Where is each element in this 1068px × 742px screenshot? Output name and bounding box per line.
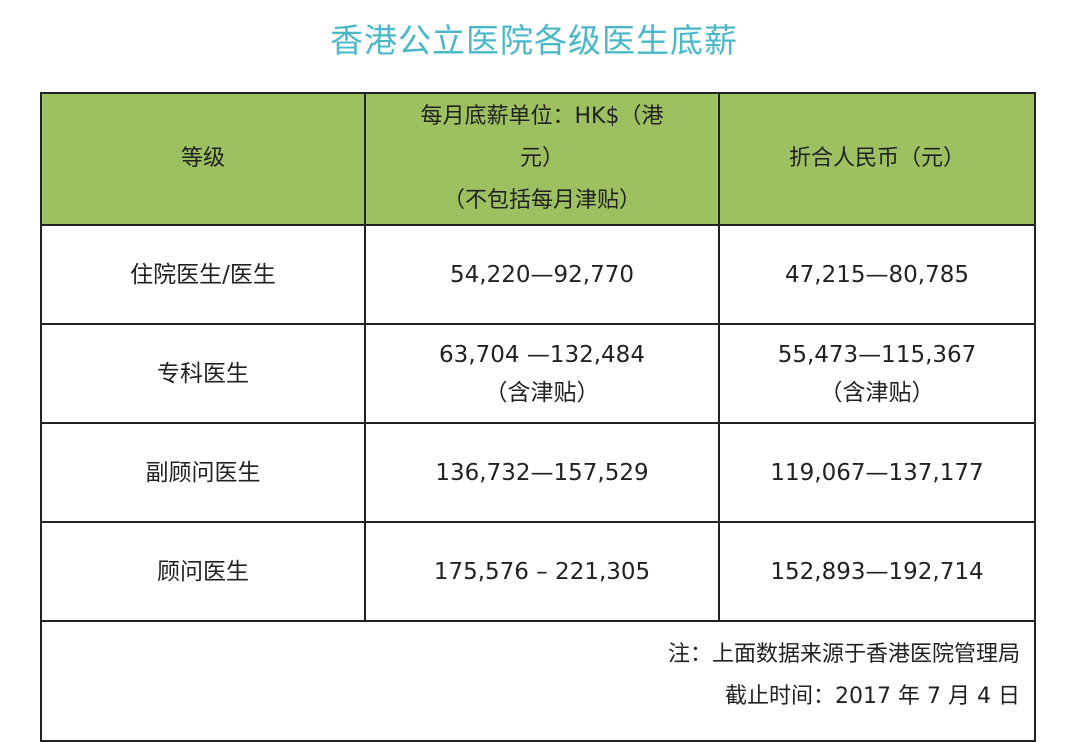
rmb-cell: 55,473—115,367 （含津贴） xyxy=(718,323,1036,424)
header-grade: 等级 xyxy=(40,92,366,226)
header-monthly-hkd-line-3: （不包括每月津贴） xyxy=(442,188,641,213)
table-row: 专科医生 63,704 —132,484 （含津贴） 55,473—115,36… xyxy=(40,323,1036,424)
note-row: 注：上面数据来源于香港医院管理局 截止时间：2017 年 7 月 4 日 xyxy=(40,620,1036,742)
grade-cell: 住院医生/医生 xyxy=(40,224,366,325)
rmb-range: 55,473—115,367 xyxy=(777,341,977,368)
table-row: 副顾问医生 136,732—157,529 119,067—137,177 xyxy=(40,422,1036,523)
note-cell: 注：上面数据来源于香港医院管理局 截止时间：2017 年 7 月 4 日 xyxy=(40,620,1036,742)
header-monthly-hkd: 每月底薪单位：HK$（港 元） （不包括每月津贴） xyxy=(364,92,720,226)
hkd-cell: 136,732—157,529 xyxy=(364,422,720,523)
hkd-range: 136,732—157,529 xyxy=(435,459,649,486)
table-header-row: 等级 每月底薪单位：HK$（港 元） （不包括每月津贴） 折合人民币（元） xyxy=(40,92,1036,226)
grade-cell: 顾问医生 xyxy=(40,521,366,622)
page-title: 香港公立医院各级医生底薪 xyxy=(330,21,738,60)
rmb-range: 119,067—137,177 xyxy=(770,459,984,486)
hkd-range: 63,704 —132,484 xyxy=(439,341,645,368)
hkd-allowance-note: （含津贴） xyxy=(484,379,600,406)
hkd-cell: 63,704 —132,484 （含津贴） xyxy=(364,323,720,424)
salary-table: 等级 每月底薪单位：HK$（港 元） （不包括每月津贴） 折合人民币（元） 住院… xyxy=(40,92,1036,742)
cutoff-date-note: 截止时间：2017 年 7 月 4 日 xyxy=(725,684,1020,709)
rmb-cell: 47,215—80,785 xyxy=(718,224,1036,325)
grade-cell: 专科医生 xyxy=(40,323,366,424)
rmb-cell: 119,067—137,177 xyxy=(718,422,1036,523)
hkd-cell: 175,576 – 221,305 xyxy=(364,521,720,622)
rmb-range: 47,215—80,785 xyxy=(785,261,969,288)
header-rmb: 折合人民币（元） xyxy=(718,92,1036,226)
hkd-range: 175,576 – 221,305 xyxy=(433,558,651,585)
table-row: 顾问医生 175,576 – 221,305 152,893—192,714 xyxy=(40,521,1036,622)
rmb-range: 152,893—192,714 xyxy=(770,558,984,585)
hkd-cell: 54,220—92,770 xyxy=(364,224,720,325)
rmb-cell: 152,893—192,714 xyxy=(718,521,1036,622)
rmb-allowance-note: （含津贴） xyxy=(819,379,935,406)
grade-cell: 副顾问医生 xyxy=(40,422,366,523)
header-monthly-hkd-line-2: 元） xyxy=(519,146,564,171)
hkd-range: 54,220—92,770 xyxy=(450,261,634,288)
table-row: 住院医生/医生 54,220—92,770 47,215—80,785 xyxy=(40,224,1036,325)
data-source-note: 注：上面数据来源于香港医院管理局 xyxy=(667,642,1020,667)
header-monthly-hkd-line-1: 每月底薪单位：HK$（港 xyxy=(420,104,664,129)
